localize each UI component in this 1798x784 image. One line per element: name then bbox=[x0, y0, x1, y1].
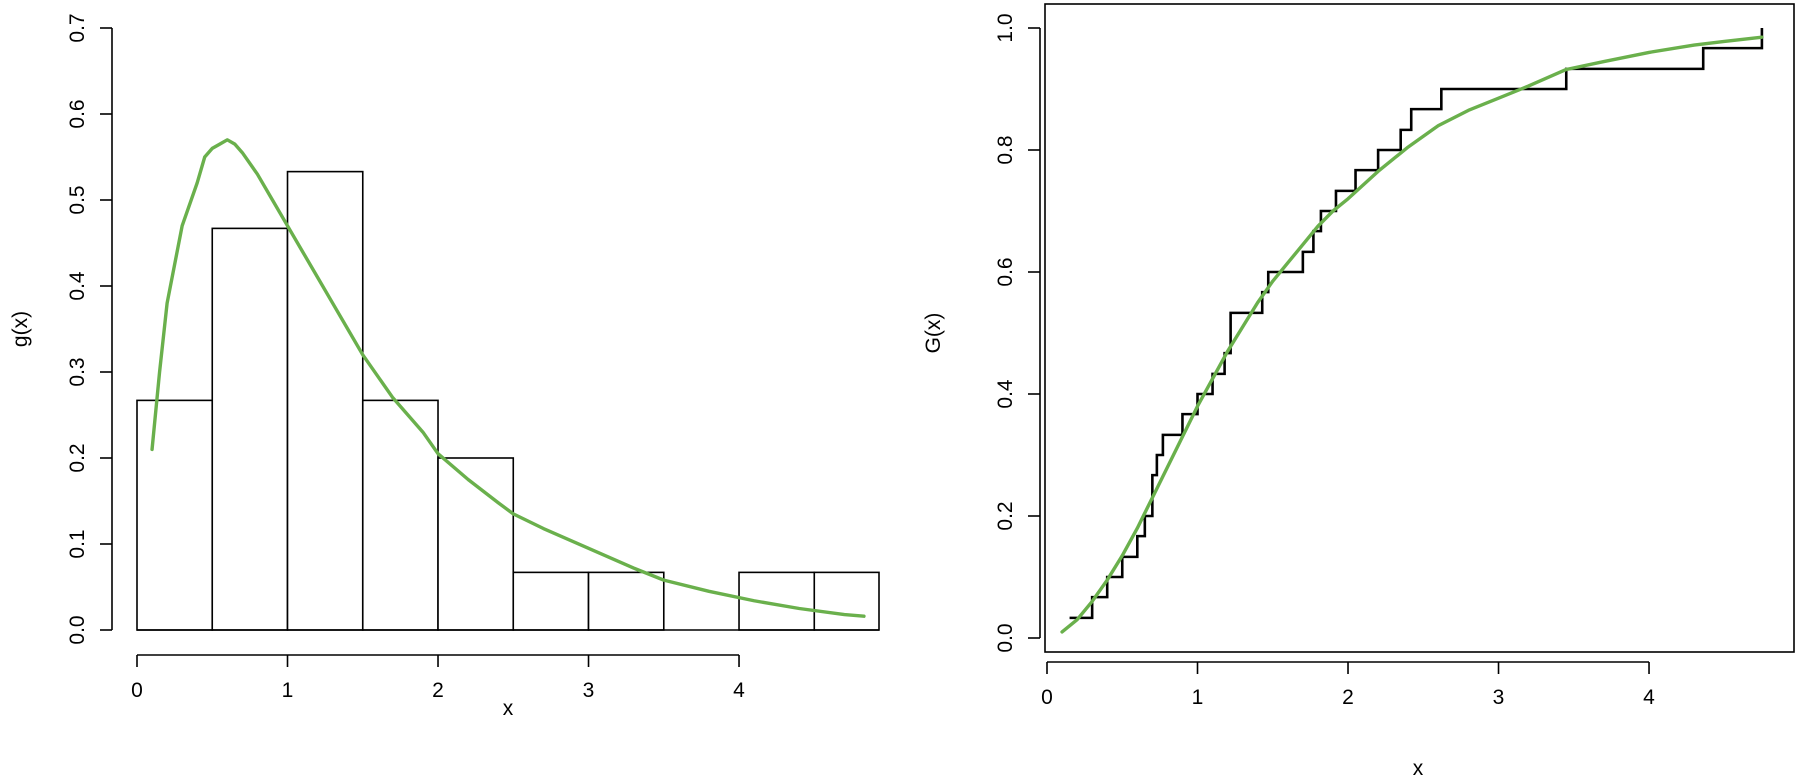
x-tick-label: 4 bbox=[1643, 686, 1655, 709]
y-tick-label: 0.4 bbox=[66, 271, 89, 301]
y-tick-label: 0.6 bbox=[994, 257, 1017, 286]
y-tick-label: 0.2 bbox=[994, 501, 1017, 530]
x-tick-label: 3 bbox=[1493, 686, 1505, 709]
plot-frame bbox=[1044, 3, 1795, 653]
x-tick-label: 4 bbox=[733, 679, 745, 702]
cdf-panel: x G(x) 0 1 2 3 4 0.0 0.2 0.4 0.6 0.8 1.0 bbox=[922, 3, 1795, 780]
histogram-bar bbox=[136, 399, 214, 631]
y-tick-label: 0.2 bbox=[66, 443, 89, 472]
y-tick-label: 0.4 bbox=[994, 379, 1017, 409]
ecdf-step-line bbox=[1069, 28, 1764, 620]
y-tick-label: 0.0 bbox=[994, 623, 1017, 652]
fitted-curve-line bbox=[1060, 35, 1764, 634]
y-tick-label: 0.7 bbox=[66, 13, 89, 42]
histogram-panel: x g(x) 0 1 2 3 4 0.0 0.1 0.2 0.3 0.4 0.5 0.6 0.7 bbox=[9, 13, 880, 720]
y-tick-label: 0.1 bbox=[66, 529, 89, 558]
fitted-curve-line bbox=[150, 138, 866, 618]
histogram-bar bbox=[512, 571, 590, 631]
y-tick-label: 0.0 bbox=[66, 615, 89, 644]
y-axis-title: G(x) bbox=[922, 313, 945, 354]
x-axis-title: x bbox=[503, 697, 514, 720]
x-tick-label: 1 bbox=[1192, 686, 1204, 709]
x-tick-label: 2 bbox=[1342, 686, 1354, 709]
histogram-bar bbox=[211, 227, 289, 631]
x-tick-label: 0 bbox=[1041, 686, 1053, 709]
y-tick-label: 0.6 bbox=[66, 99, 89, 128]
x-axis-title: x bbox=[1413, 757, 1424, 780]
x-tick-label: 3 bbox=[583, 679, 595, 702]
x-tick-label: 0 bbox=[131, 679, 143, 702]
histogram-bar bbox=[813, 571, 880, 631]
y-tick-label: 1.0 bbox=[994, 13, 1017, 42]
y-tick-label: 0.3 bbox=[66, 357, 89, 386]
histogram-bar bbox=[587, 571, 665, 631]
y-tick-label: 0.8 bbox=[994, 135, 1017, 164]
y-axis-title: g(x) bbox=[9, 311, 32, 347]
y-tick-label: 0.5 bbox=[66, 185, 89, 214]
x-tick-label: 1 bbox=[282, 679, 294, 702]
histogram-bar bbox=[286, 170, 364, 631]
x-tick-label: 2 bbox=[432, 679, 444, 702]
